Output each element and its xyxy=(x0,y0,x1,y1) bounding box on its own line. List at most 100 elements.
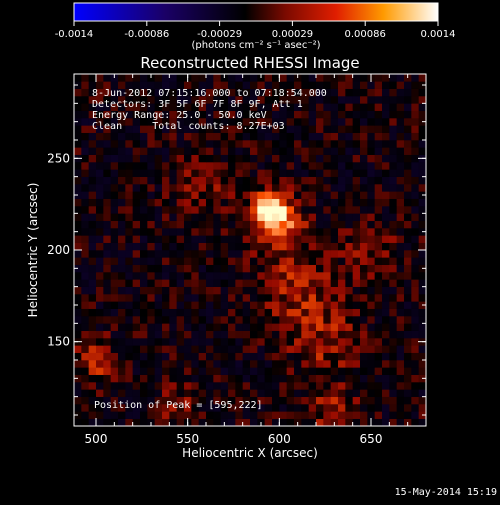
heatmap-cell xyxy=(96,147,104,155)
heatmap-cell xyxy=(367,338,375,346)
heatmap-cell xyxy=(81,338,89,346)
heatmap-cell xyxy=(330,162,339,170)
heatmap-cell xyxy=(154,301,163,309)
heatmap-cell xyxy=(330,272,339,280)
heatmap-cell xyxy=(330,301,339,309)
heatmap-cell xyxy=(118,147,126,155)
heatmap-cell xyxy=(169,228,177,236)
heatmap-cell xyxy=(382,132,390,141)
time-range-label: 8-Jun-2012 07:15:16.000 to 07:18:54.000 xyxy=(92,88,327,99)
heatmap-cell xyxy=(389,382,397,390)
heatmap-cell xyxy=(316,294,324,302)
heatmap-cell xyxy=(345,367,353,375)
heatmap-cell xyxy=(411,330,419,339)
heatmap-cell xyxy=(125,132,133,141)
heatmap-cell xyxy=(162,352,170,361)
heatmap-cell xyxy=(360,140,368,148)
heatmap-cell xyxy=(382,162,390,170)
heatmap-cell xyxy=(220,132,229,141)
heatmap-cell xyxy=(220,352,229,361)
heatmap-cell xyxy=(308,198,317,207)
heatmap-cell xyxy=(125,213,133,221)
heatmap-cell xyxy=(382,118,390,126)
heatmap-cell xyxy=(74,235,82,243)
heatmap-cell xyxy=(110,294,119,302)
heatmap-cell xyxy=(250,323,258,331)
heatmap-cell xyxy=(103,323,111,331)
heatmap-cell xyxy=(125,228,133,236)
heatmap-cell xyxy=(264,330,273,339)
heatmap-cell xyxy=(352,213,361,221)
heatmap-cell xyxy=(257,228,265,236)
heatmap-cell xyxy=(88,367,97,375)
heatmap-cell xyxy=(169,198,177,207)
heatmap-cell xyxy=(250,374,258,383)
heatmap-cell xyxy=(301,323,309,331)
heatmap-cell xyxy=(242,242,251,251)
heatmap-cell xyxy=(154,418,163,426)
heatmap-cell xyxy=(74,316,82,324)
heatmap-cell xyxy=(330,250,339,258)
heatmap-cell xyxy=(367,88,375,97)
heatmap-cell xyxy=(330,367,339,375)
heatmap-cell xyxy=(250,264,258,273)
heatmap-cell xyxy=(308,162,317,170)
heatmap-cell xyxy=(330,279,339,287)
heatmap-cell xyxy=(235,404,243,412)
heatmap-cell xyxy=(382,301,390,309)
heatmap-cell xyxy=(96,132,104,141)
heatmap-cell xyxy=(374,404,383,412)
heatmap-cell xyxy=(411,294,419,302)
heatmap-cell xyxy=(308,132,317,141)
heatmap-cell xyxy=(191,110,199,119)
heatmap-cell xyxy=(382,389,390,397)
heatmap-cell xyxy=(323,220,331,229)
heatmap-cell xyxy=(272,272,280,280)
heatmap-cell xyxy=(330,330,339,339)
heatmap-cell xyxy=(169,345,177,353)
heatmap-cell xyxy=(96,301,104,309)
heatmap-cell xyxy=(206,242,214,251)
heatmap-cell xyxy=(374,323,383,331)
heatmap-cell xyxy=(169,352,177,361)
heatmap-cell xyxy=(176,242,185,251)
heatmap-cell xyxy=(330,338,339,346)
heatmap-cell xyxy=(198,330,207,339)
footer-timestamp: 15-May-2014 15:19 xyxy=(395,487,497,498)
heatmap-cell xyxy=(250,96,258,104)
heatmap-cell xyxy=(81,191,89,199)
heatmap-cell xyxy=(418,184,426,192)
heatmap-cell xyxy=(279,96,287,104)
heatmap-cell xyxy=(286,235,295,243)
heatmap-cell xyxy=(367,118,375,126)
heatmap-cell xyxy=(81,294,89,302)
heatmap-cell xyxy=(169,213,177,221)
heatmap-cell xyxy=(125,154,133,163)
heatmap-cell xyxy=(147,162,155,170)
heatmap-cell xyxy=(118,103,126,111)
heatmap-cell xyxy=(242,88,251,97)
heatmap-cell xyxy=(382,206,390,214)
heatmap-cell xyxy=(220,110,229,119)
heatmap-cell xyxy=(264,118,273,126)
heatmap-cell xyxy=(96,242,104,251)
heatmap-cell xyxy=(330,286,339,295)
heatmap-cell xyxy=(228,125,236,133)
heatmap-cell xyxy=(220,323,229,331)
heatmap-cell xyxy=(264,154,273,163)
heatmap-cell xyxy=(352,96,361,104)
heatmap-cell xyxy=(301,96,309,104)
heatmap-cell xyxy=(140,418,148,426)
heatmap-cell xyxy=(272,301,280,309)
heatmap-cell xyxy=(418,294,426,302)
heatmap-cell xyxy=(323,330,331,339)
heatmap-cell xyxy=(154,154,163,163)
heatmap-cell xyxy=(118,286,126,295)
heatmap-cell xyxy=(352,169,361,177)
heatmap-cell xyxy=(272,132,280,141)
heatmap-cell xyxy=(81,279,89,287)
heatmap-cell xyxy=(96,198,104,207)
heatmap-cell xyxy=(162,176,170,185)
heatmap-cell xyxy=(301,418,309,426)
heatmap-cell xyxy=(184,228,192,236)
